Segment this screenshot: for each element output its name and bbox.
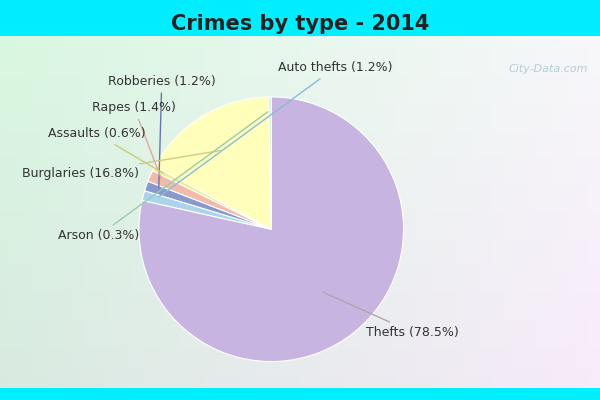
Wedge shape — [155, 97, 271, 229]
Text: Assaults (0.6%): Assaults (0.6%) — [48, 128, 163, 173]
Wedge shape — [145, 181, 271, 229]
Text: Burglaries (16.8%): Burglaries (16.8%) — [22, 150, 220, 180]
Text: City-Data.com: City-Data.com — [509, 64, 588, 74]
Wedge shape — [142, 191, 271, 229]
Wedge shape — [139, 97, 404, 362]
Text: Crimes by type - 2014: Crimes by type - 2014 — [171, 14, 429, 34]
Text: Rapes (1.4%): Rapes (1.4%) — [92, 101, 176, 179]
Text: Arson (0.3%): Arson (0.3%) — [58, 112, 268, 242]
Text: Robberies (1.2%): Robberies (1.2%) — [108, 74, 215, 188]
Text: Thefts (78.5%): Thefts (78.5%) — [323, 292, 459, 339]
Wedge shape — [152, 166, 271, 229]
Wedge shape — [269, 97, 271, 229]
Wedge shape — [148, 171, 271, 229]
Text: Auto thefts (1.2%): Auto thefts (1.2%) — [158, 61, 392, 197]
